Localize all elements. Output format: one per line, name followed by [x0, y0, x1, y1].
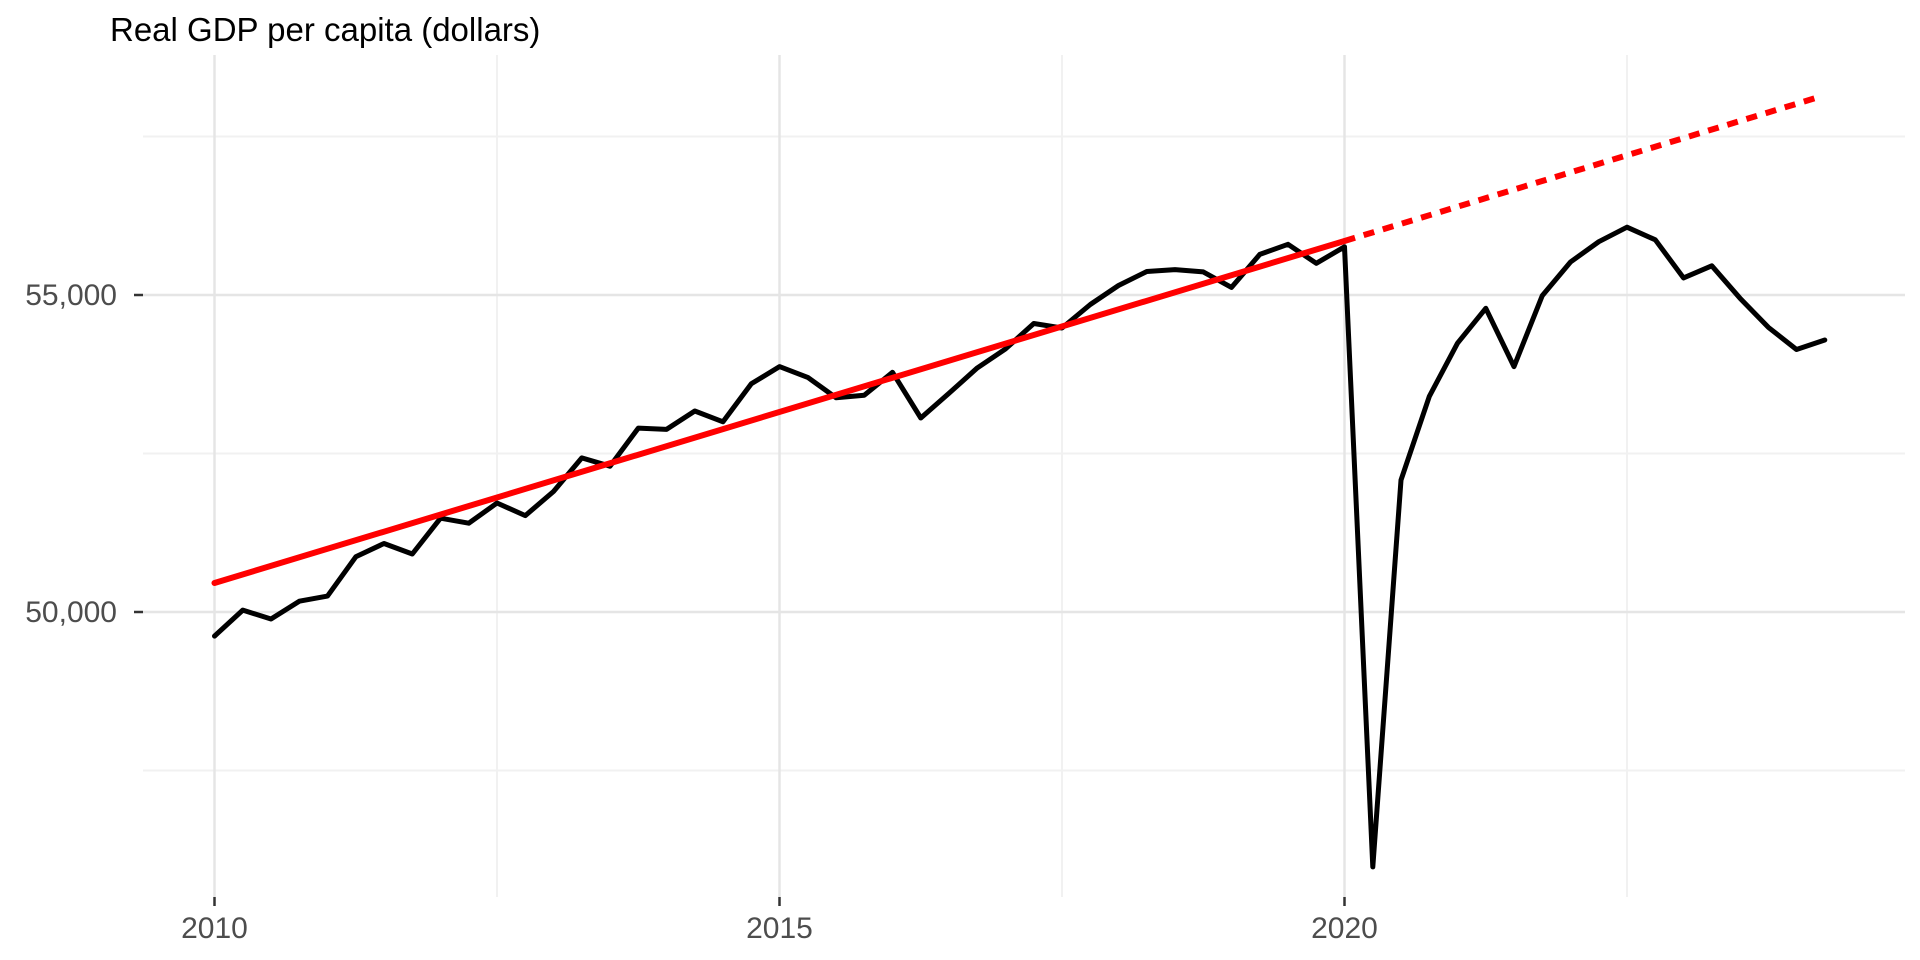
axis-tick-marks	[134, 293, 1346, 906]
chart-title: Real GDP per capita (dollars)	[110, 11, 541, 48]
trend-line-dashed	[1343, 95, 1817, 244]
data-series	[211, 95, 1828, 870]
y-axis-label-55,000: 55,000	[25, 279, 117, 312]
x-axis-label-2020: 2020	[1311, 912, 1378, 945]
x-axis-label-2010: 2010	[181, 912, 248, 945]
y-axis-label-50,000: 50,000	[25, 596, 117, 629]
x-axis-label-2015: 2015	[746, 912, 813, 945]
axis-tick-labels: 2010 2015 2020 50,000 55,000	[25, 279, 1378, 945]
trend-line-solid	[211, 237, 1348, 586]
major-gridlines	[143, 55, 1905, 897]
minor-gridlines	[143, 55, 1905, 897]
